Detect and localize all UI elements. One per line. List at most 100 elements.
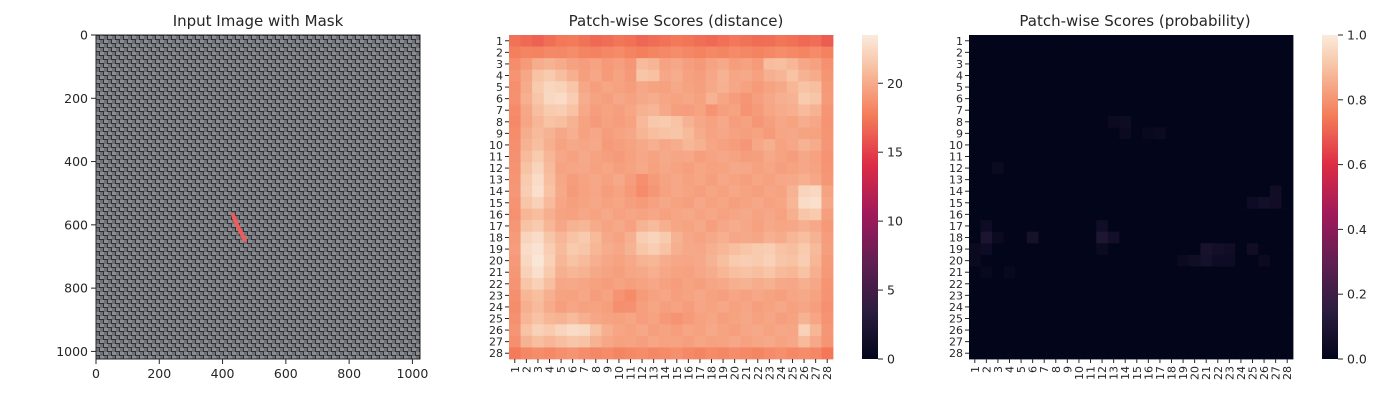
heatmap-cell xyxy=(969,220,981,233)
heatmap-cell xyxy=(694,35,707,47)
heatmap-cell xyxy=(992,92,1005,105)
heatmap-cell xyxy=(624,104,637,117)
heatmap-cell xyxy=(1015,289,1028,302)
heatmap-cell xyxy=(1015,278,1028,290)
x-tick-label: 3 xyxy=(992,366,1005,373)
heatmap-cell xyxy=(1200,301,1213,314)
y-tick-label: 4 xyxy=(496,70,503,83)
heatmap-cell xyxy=(1096,81,1109,94)
heatmap-cell xyxy=(763,127,776,140)
heatmap-cell xyxy=(1188,58,1201,71)
heatmap-cell xyxy=(1096,35,1109,47)
heatmap-cell xyxy=(752,185,764,198)
heatmap-cell xyxy=(740,104,753,117)
heatmap-cell xyxy=(763,278,776,290)
heatmap-cell xyxy=(752,347,764,360)
heatmap-cell xyxy=(682,312,695,325)
x-tick-label: 2 xyxy=(980,366,993,373)
heatmap-cell xyxy=(1084,324,1097,337)
heatmap-cell xyxy=(624,243,637,256)
heatmap-cell xyxy=(980,46,993,59)
heatmap-cell xyxy=(659,35,672,47)
heatmap-cell xyxy=(1246,35,1259,47)
heatmap-cell xyxy=(1269,35,1282,47)
y-tick-label: 8 xyxy=(496,116,503,129)
heatmap-cell xyxy=(763,81,776,94)
heatmap-cell xyxy=(728,208,741,221)
heatmap-cell xyxy=(671,173,683,186)
x-tick-label: 8 xyxy=(1050,366,1063,373)
heatmap-cell xyxy=(786,289,799,302)
heatmap-cell xyxy=(1131,312,1143,325)
heatmap-cell xyxy=(1003,35,1016,47)
mask-stroke xyxy=(231,213,247,242)
heatmap-cell xyxy=(624,81,637,94)
heatmap-cell xyxy=(1107,301,1120,314)
heatmap-cell xyxy=(809,347,822,360)
heatmap-cell xyxy=(578,208,591,221)
heatmap-cell xyxy=(1131,116,1143,128)
heatmap-cell xyxy=(1246,266,1259,279)
heatmap-cell xyxy=(728,139,741,152)
heatmap-cell xyxy=(566,208,579,221)
heatmap-cell xyxy=(1119,173,1132,186)
heatmap-cell xyxy=(694,197,707,209)
y-tick-label: 2 xyxy=(496,46,503,59)
heatmap-cell xyxy=(671,185,683,198)
heatmap-cell xyxy=(636,173,649,186)
heatmap-cell xyxy=(798,150,811,163)
heatmap-cell xyxy=(1154,173,1167,186)
heatmap-cell xyxy=(1154,139,1167,152)
heatmap-cell xyxy=(1200,312,1213,325)
heatmap-cell xyxy=(1200,197,1213,209)
heatmap-cell xyxy=(821,116,834,128)
x-tick-label: 12 xyxy=(1096,366,1109,380)
heatmap-cell xyxy=(1188,278,1201,290)
heatmap-cell xyxy=(1281,35,1294,47)
heatmap-cell xyxy=(590,220,602,233)
heatmap-cell xyxy=(763,150,776,163)
heatmap-cell xyxy=(798,173,811,186)
heatmap-cell xyxy=(821,139,834,152)
heatmap-cell xyxy=(1050,243,1062,256)
heatmap-cell xyxy=(694,46,707,59)
heatmap-cell xyxy=(1096,92,1109,105)
heatmap-cell xyxy=(821,173,834,186)
heatmap-cell xyxy=(671,266,683,279)
heatmap-cell xyxy=(659,139,672,152)
heatmap-cell xyxy=(740,92,753,105)
heatmap-cell xyxy=(1165,173,1178,186)
heatmap-cell xyxy=(671,104,683,117)
heatmap-cell xyxy=(1038,208,1051,221)
heatmap-cell xyxy=(1015,92,1028,105)
heatmap-cell xyxy=(543,231,556,244)
heatmap-cell xyxy=(1200,35,1213,47)
heatmap-cell xyxy=(566,324,579,337)
heatmap-cell xyxy=(1281,278,1294,290)
heatmap-cell xyxy=(694,312,707,325)
heatmap-cell xyxy=(1142,92,1155,105)
heatmap-cell xyxy=(1281,92,1294,105)
heatmap-cell xyxy=(1050,347,1062,360)
heatmap-cell xyxy=(1177,208,1190,221)
heatmap-cell xyxy=(590,46,602,59)
heatmap-cell xyxy=(694,324,707,337)
heatmap-cell xyxy=(590,312,602,325)
heatmap-cell xyxy=(1015,266,1028,279)
heatmap-cell xyxy=(1212,127,1224,140)
heatmap-cell xyxy=(1281,231,1294,244)
heatmap-cell xyxy=(1212,197,1224,209)
heatmap-cell xyxy=(578,335,591,348)
heatmap-cell xyxy=(1026,46,1039,59)
heatmap-cell xyxy=(1246,116,1259,128)
heatmap-cell xyxy=(980,289,993,302)
heatmap-cell xyxy=(1281,347,1294,360)
heatmap-cell xyxy=(1177,116,1190,128)
heatmap-cell xyxy=(1073,266,1086,279)
heatmap-cell xyxy=(809,46,822,59)
heatmap-cell xyxy=(601,208,614,221)
heatmap-cell xyxy=(520,208,533,221)
heatmap-cell xyxy=(1084,69,1097,82)
heatmap-cell xyxy=(1050,289,1062,302)
colorbar-tick-label: 0.6 xyxy=(1347,157,1367,172)
